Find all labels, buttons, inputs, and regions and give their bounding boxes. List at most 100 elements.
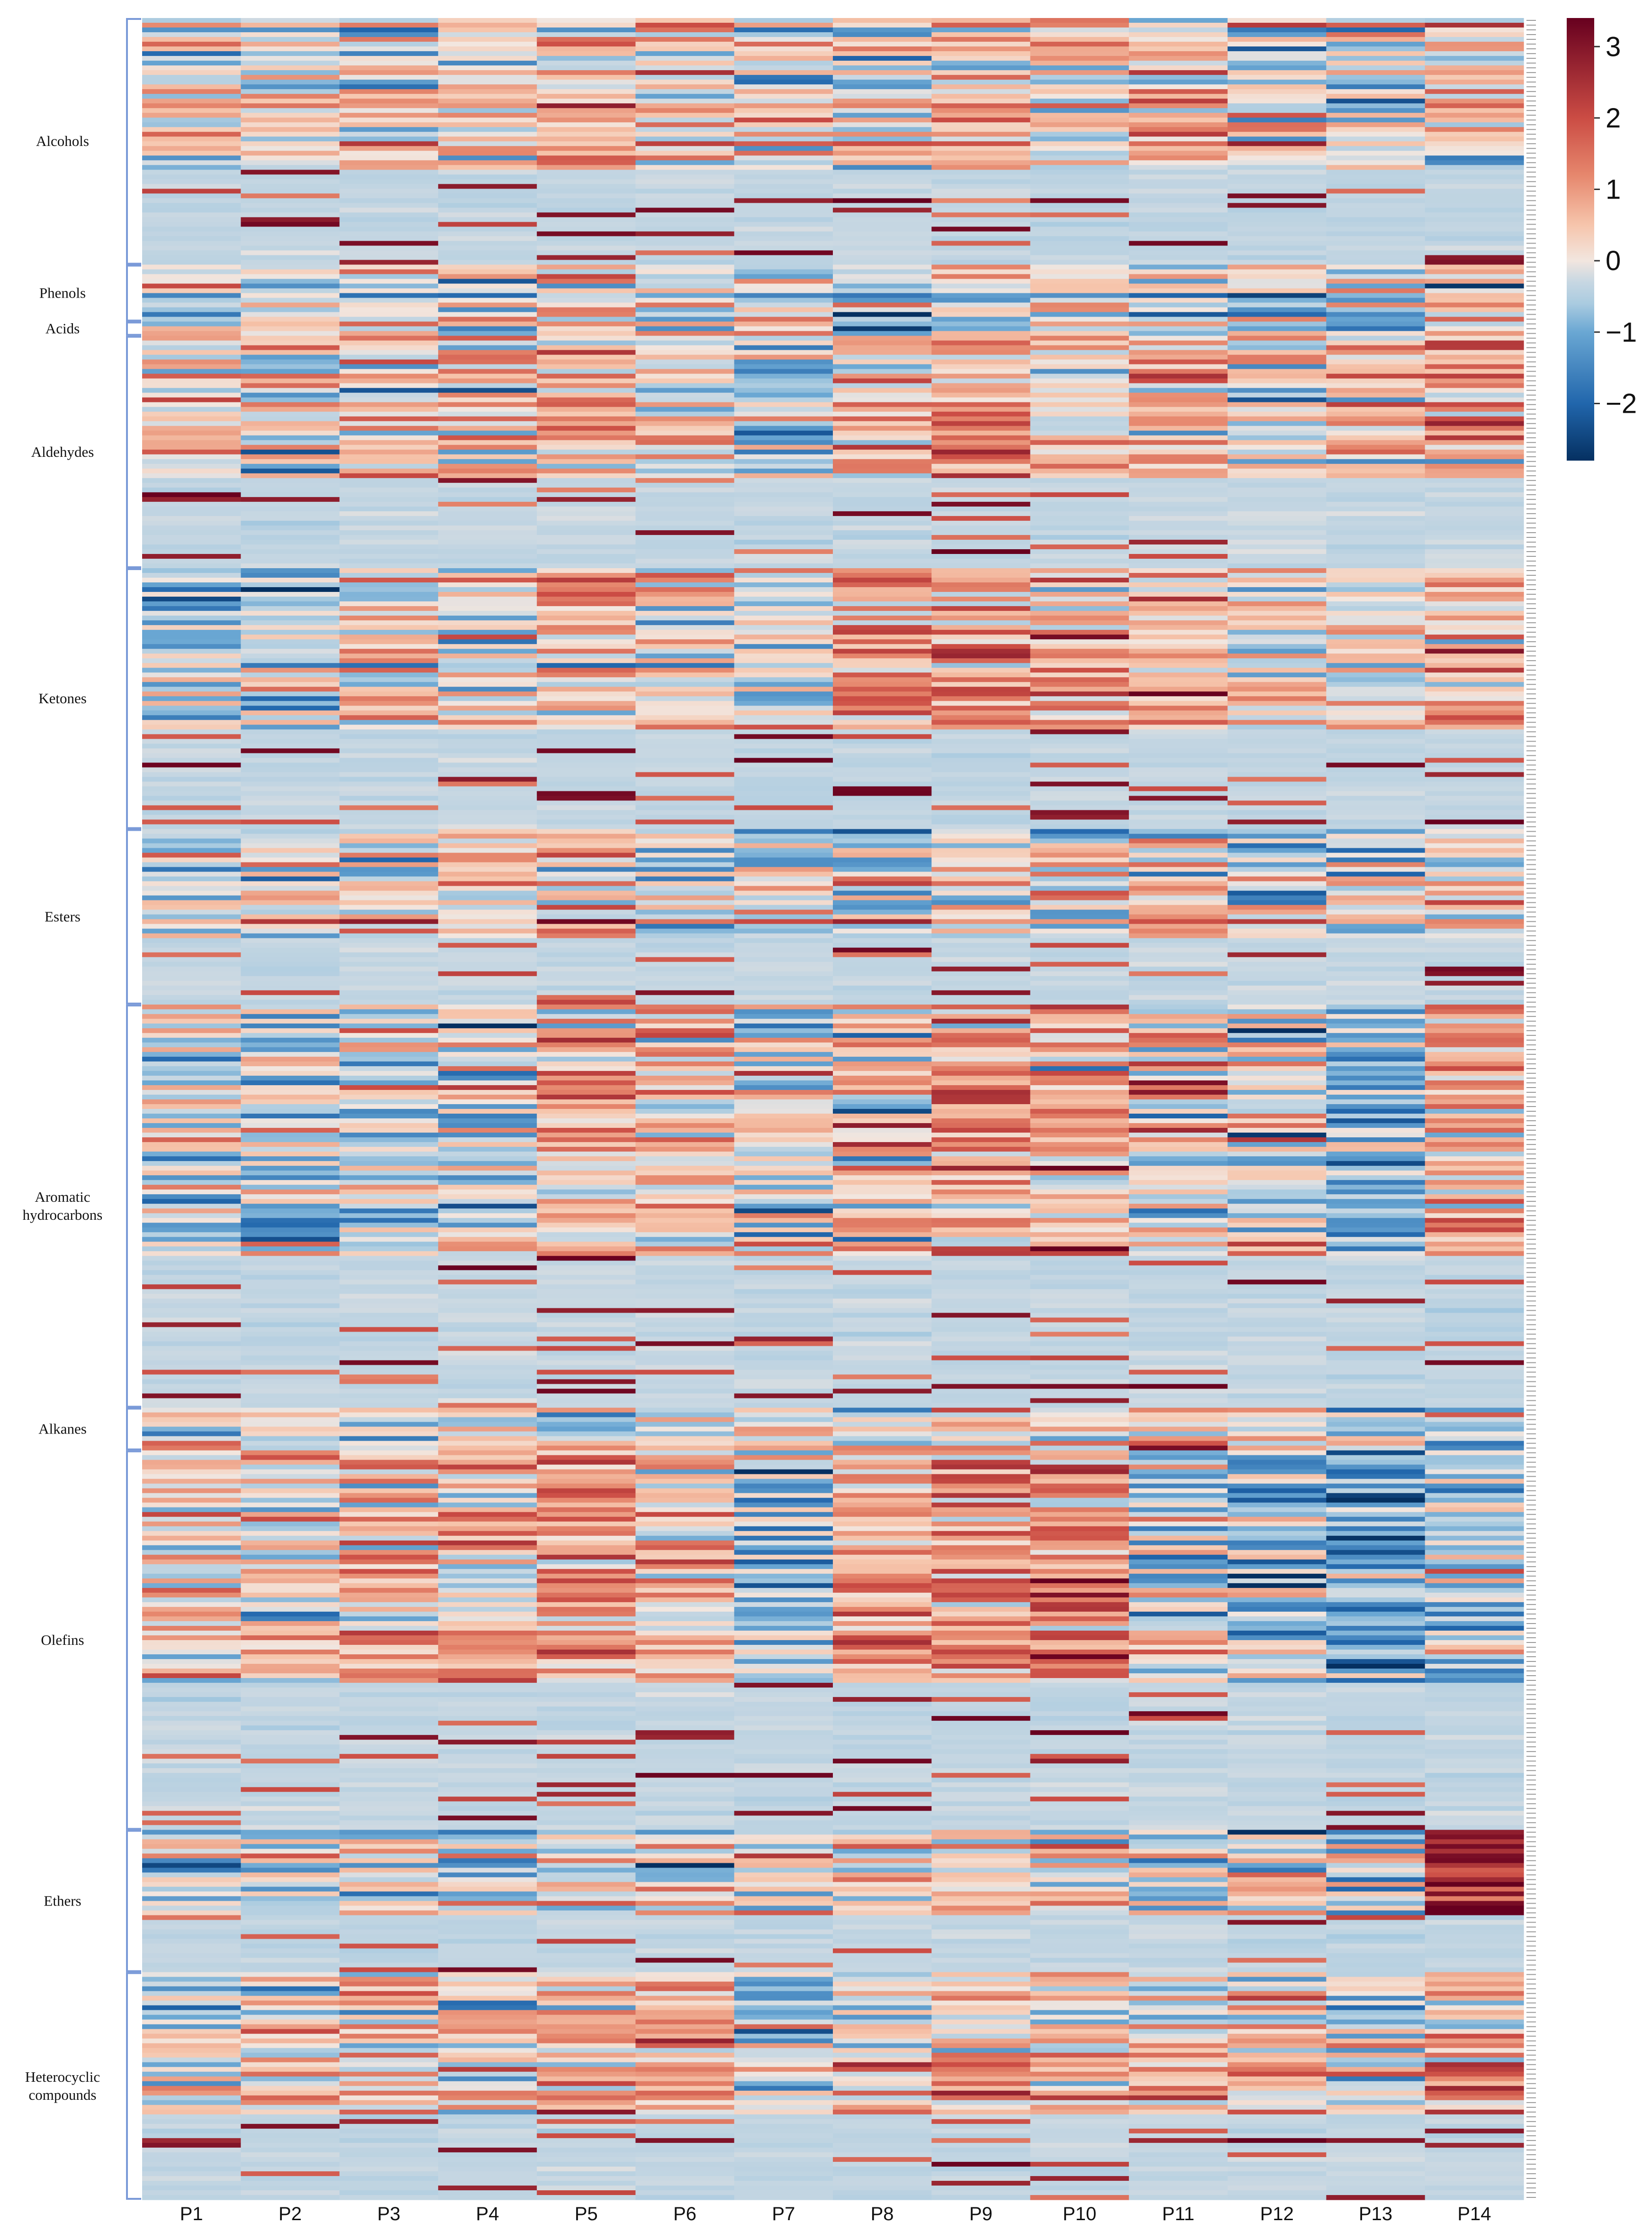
heatmap-cell xyxy=(1030,725,1129,730)
heatmap-cell xyxy=(1425,184,1524,189)
heatmap-cell xyxy=(339,980,439,986)
heatmap-cell xyxy=(537,1232,636,1237)
heatmap-cell xyxy=(1228,1237,1327,1242)
heatmap-cell xyxy=(635,1270,735,1275)
heatmap-cell xyxy=(339,260,439,265)
heatmap-cell xyxy=(1425,497,1524,502)
heatmap-cell xyxy=(438,1621,537,1626)
heatmap-cell xyxy=(142,1175,241,1180)
heatmap-cell xyxy=(734,578,833,583)
heatmap-cell xyxy=(931,1009,1031,1015)
heatmap-cell xyxy=(339,824,439,830)
heatmap-cell xyxy=(931,653,1031,659)
heatmap-cell xyxy=(142,89,241,94)
heatmap-cell xyxy=(241,1308,340,1313)
heatmap-cell xyxy=(734,75,833,80)
heatmap-cell xyxy=(537,445,636,450)
heatmap-cell xyxy=(1326,430,1426,436)
heatmap-cell xyxy=(142,848,241,853)
heatmap-cell xyxy=(635,336,735,341)
heatmap-cell xyxy=(1326,174,1426,180)
heatmap-cell xyxy=(1228,440,1327,445)
heatmap-cell xyxy=(142,1521,241,1527)
heatmap-cell xyxy=(339,1422,439,1427)
heatmap-cell xyxy=(1128,1261,1228,1266)
heatmap-cell xyxy=(931,544,1031,550)
heatmap-cell xyxy=(438,644,537,649)
heatmap-cell xyxy=(931,772,1031,777)
heatmap-cell xyxy=(635,1018,735,1024)
heatmap-cell xyxy=(635,829,735,835)
heatmap-cell xyxy=(833,369,932,374)
heatmap-cell xyxy=(1228,744,1327,749)
heatmap-cell xyxy=(1128,573,1228,578)
heatmap-cell xyxy=(339,151,439,156)
heatmap-cell xyxy=(635,1531,735,1536)
heatmap-cell xyxy=(1128,84,1228,90)
heatmap-cell xyxy=(339,762,439,768)
heatmap-cell xyxy=(1030,635,1129,640)
heatmap-cell xyxy=(931,492,1031,498)
heatmap-cell xyxy=(1228,539,1327,545)
heatmap-cell xyxy=(142,1317,241,1323)
heatmap-cell xyxy=(537,1180,636,1185)
heatmap-cell xyxy=(537,189,636,194)
heatmap-cell xyxy=(142,402,241,408)
heatmap-cell xyxy=(734,1550,833,1555)
heatmap-cell xyxy=(438,463,537,469)
heatmap-cell xyxy=(635,463,735,469)
heatmap-cell xyxy=(1128,193,1228,199)
heatmap-cell xyxy=(931,155,1031,161)
heatmap-cell xyxy=(1030,625,1129,630)
heatmap-cell xyxy=(537,1061,636,1067)
heatmap-cell xyxy=(1030,1094,1129,1100)
heatmap-cell xyxy=(1228,1056,1327,1062)
heatmap-cell xyxy=(241,27,340,33)
heatmap-cell xyxy=(1030,838,1129,844)
heatmap-cell xyxy=(1425,597,1524,602)
heatmap-cell xyxy=(734,463,833,469)
heatmap-cell xyxy=(537,27,636,33)
heatmap-cell xyxy=(1326,1483,1426,1489)
heatmap-cell xyxy=(833,1479,932,1484)
heatmap-cell xyxy=(1425,411,1524,417)
heatmap-cell xyxy=(1326,890,1426,896)
heatmap-cell xyxy=(1228,573,1327,578)
heatmap-cell xyxy=(635,198,735,203)
heatmap-cell xyxy=(438,1550,537,1555)
heatmap-cell xyxy=(1425,1460,1524,1465)
heatmap-cell xyxy=(241,89,340,94)
heatmap-cell xyxy=(1326,23,1426,28)
heatmap-cell xyxy=(339,1147,439,1152)
heatmap-cell xyxy=(1425,1332,1524,1337)
heatmap-cell xyxy=(339,354,439,360)
heatmap-cell xyxy=(537,1052,636,1057)
heatmap-cell xyxy=(241,1004,340,1010)
heatmap-cell xyxy=(1326,985,1426,991)
heatmap-cell xyxy=(438,1474,537,1479)
heatmap-cell xyxy=(339,336,439,341)
heatmap-cell xyxy=(142,919,241,925)
heatmap-cell xyxy=(931,516,1031,521)
heatmap-cell xyxy=(241,644,340,649)
heatmap-cell xyxy=(537,51,636,56)
heatmap-cell xyxy=(1228,535,1327,540)
heatmap-cell xyxy=(635,411,735,417)
heatmap-cell xyxy=(339,1242,439,1247)
heatmap-cell xyxy=(1326,1554,1426,1560)
heatmap-cell xyxy=(1425,1009,1524,1015)
heatmap-cell xyxy=(931,1189,1031,1195)
heatmap-cell xyxy=(537,497,636,502)
heatmap-cell xyxy=(734,777,833,782)
heatmap-cell xyxy=(734,1298,833,1304)
heatmap-cell xyxy=(241,1294,340,1299)
heatmap-cell xyxy=(1425,1152,1524,1157)
heatmap-cell xyxy=(1326,649,1426,654)
heatmap-cell xyxy=(1425,1630,1524,1636)
heatmap-cell xyxy=(241,1232,340,1237)
heatmap-cell xyxy=(438,881,537,887)
heatmap-cell xyxy=(438,1403,537,1408)
heatmap-cell xyxy=(833,1464,932,1470)
heatmap-cell xyxy=(537,563,636,569)
heatmap-cell xyxy=(833,1526,932,1532)
